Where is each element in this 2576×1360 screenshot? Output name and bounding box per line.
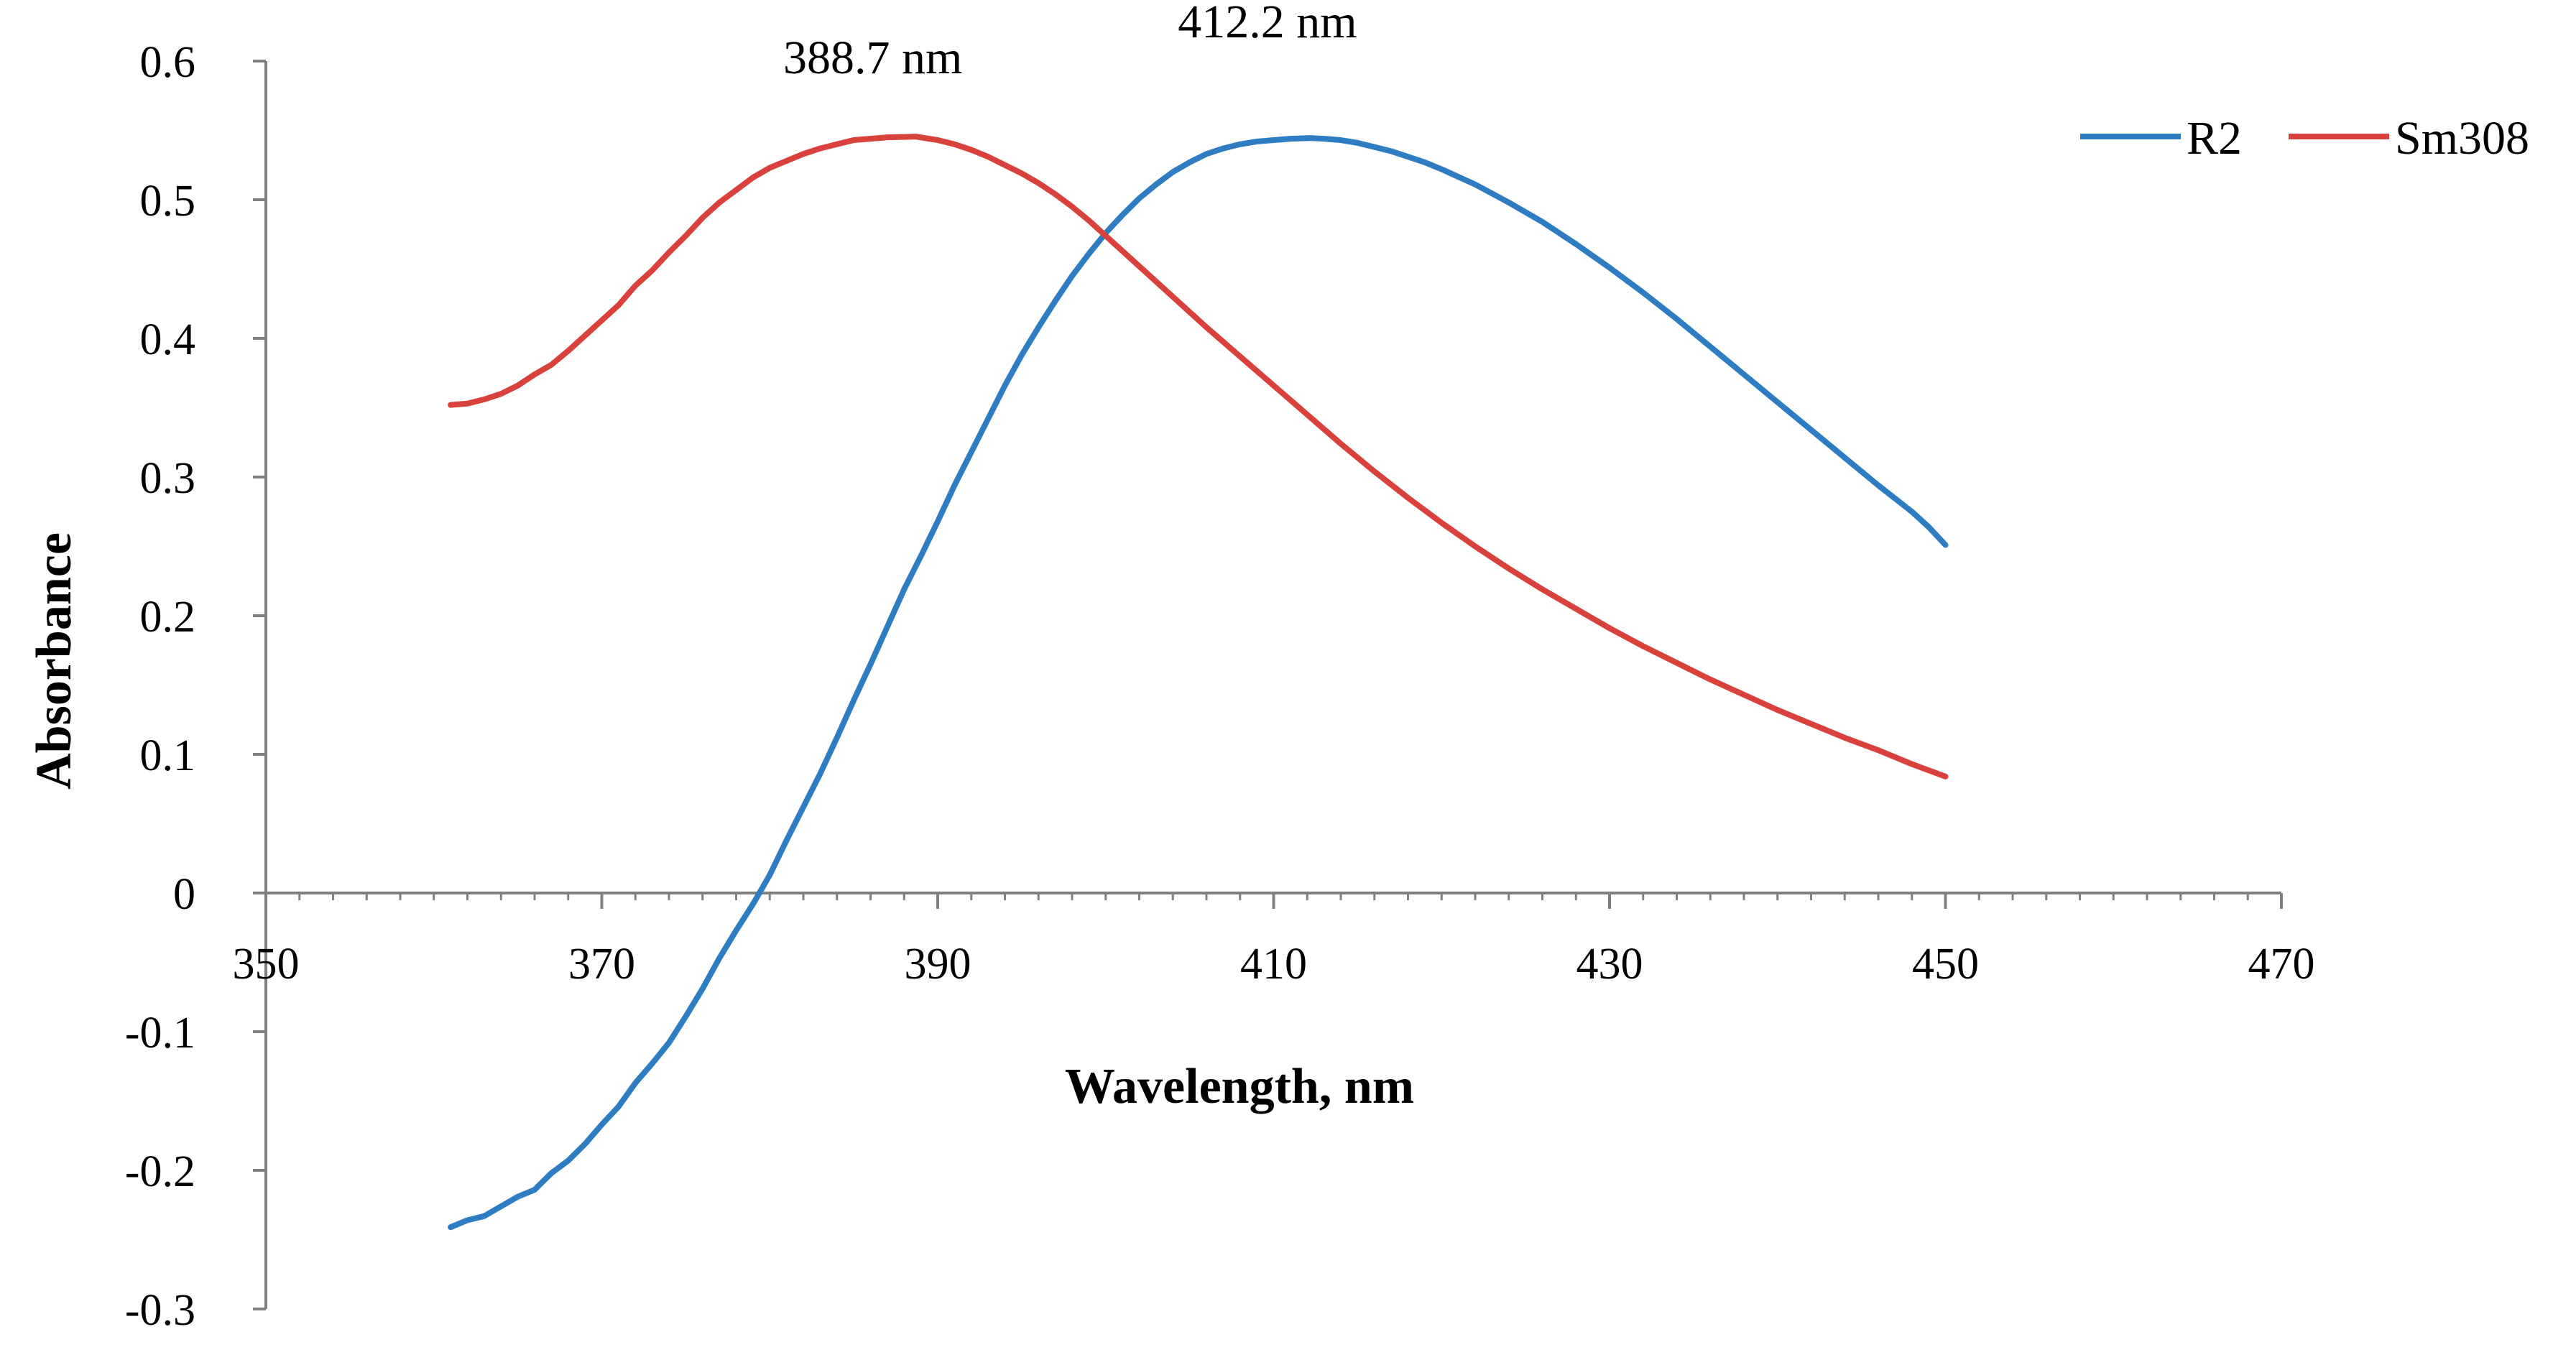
y-tick-label: -0.1 bbox=[125, 1009, 195, 1058]
x-tick-label: 470 bbox=[2248, 940, 2315, 989]
peak-annotation: 412.2 nm bbox=[1178, 0, 1357, 48]
peak-annotations: 388.7 nm 412.2 nm bbox=[783, 0, 1357, 84]
legend-label: Sm308 bbox=[2395, 112, 2529, 165]
y-tick-label: 0.1 bbox=[140, 731, 196, 780]
x-tick-label: 370 bbox=[568, 940, 635, 989]
y-tick-label: -0.3 bbox=[125, 1286, 195, 1335]
x-tick-label: 450 bbox=[1912, 940, 1979, 989]
legend: R2 Sm308 bbox=[2080, 112, 2529, 165]
peak-annotation: 388.7 nm bbox=[783, 32, 962, 84]
y-tick-label: -0.2 bbox=[125, 1147, 195, 1196]
y-axis-title: Absorbance bbox=[27, 532, 82, 790]
y-tick-label: 0.3 bbox=[140, 454, 196, 503]
y-tick-label: 0.4 bbox=[140, 315, 196, 364]
legend-label: R2 bbox=[2187, 112, 2242, 165]
y-tick-label: 0.2 bbox=[140, 593, 196, 642]
x-tick-label: 430 bbox=[1576, 940, 1643, 989]
series-line-r2 bbox=[448, 135, 1949, 1231]
axes bbox=[253, 60, 2283, 1310]
x-tick-label: 390 bbox=[905, 940, 971, 989]
y-tick-label: 0 bbox=[173, 870, 195, 919]
x-tick-label: 410 bbox=[1240, 940, 1307, 989]
tick-labels: 0.6 0.5 0.4 0.3 0.2 0.1 0 -0.1 -0.2 -0.3 350 370 390… bbox=[125, 38, 2315, 1335]
x-axis-title: Wavelength, nm bbox=[1065, 1059, 1414, 1114]
y-tick-label: 0.6 bbox=[140, 38, 196, 87]
x-tick-label: 350 bbox=[233, 940, 300, 989]
series-line-sm308 bbox=[448, 134, 1949, 780]
y-tick-label: 0.5 bbox=[140, 177, 196, 226]
series-lines bbox=[448, 134, 1949, 1231]
